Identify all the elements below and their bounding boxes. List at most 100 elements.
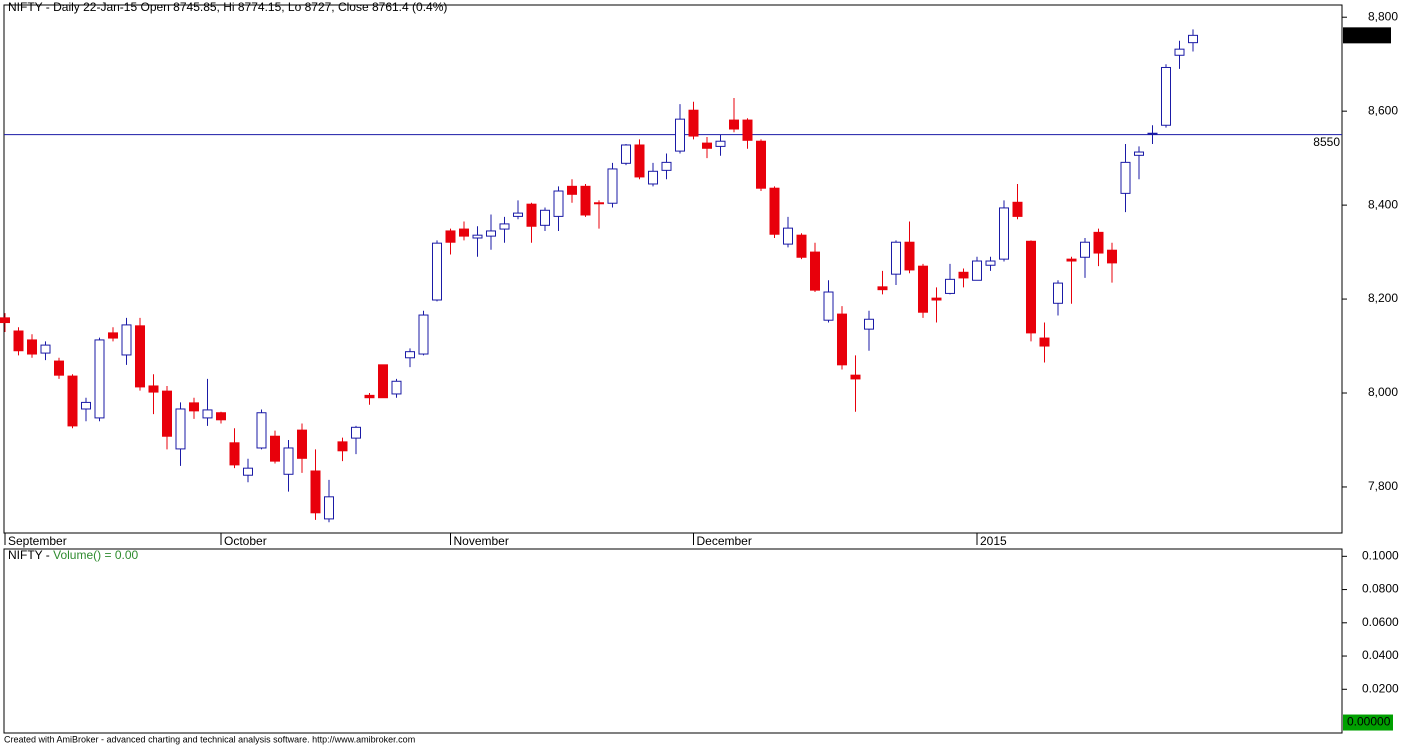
candle-body: [1161, 66, 1171, 126]
candle-body: [796, 234, 807, 258]
candle-body: [634, 144, 645, 178]
y-tick-label: 8,600: [1368, 103, 1398, 117]
candle-body: [742, 119, 753, 141]
candle-body: [972, 260, 982, 281]
x-tick-label: November: [454, 534, 509, 548]
candle-body: [1188, 34, 1198, 44]
candle-body: [1039, 337, 1050, 347]
candle-body: [918, 265, 928, 313]
candle-body: [499, 223, 510, 230]
candle-body: [94, 339, 105, 419]
candle-body: [297, 429, 307, 459]
candle-body: [648, 170, 658, 185]
y-tick-label: 0.0600: [1362, 615, 1399, 629]
candle-body: [675, 118, 685, 152]
candle-body: [553, 190, 564, 217]
candle-body: [121, 324, 132, 356]
candle-body: [594, 202, 604, 205]
candle-body: [67, 375, 78, 427]
candle-body: [1093, 231, 1104, 254]
candle-body: [216, 412, 226, 421]
candle-body: [985, 260, 996, 266]
chart-title: NIFTY - Daily 22-Jan-15 Open 8745.85, Hi…: [8, 0, 447, 14]
candle-body: [270, 435, 280, 462]
candle-body: [715, 140, 726, 147]
candle-body: [1026, 240, 1036, 334]
candle-body: [324, 496, 334, 520]
candle-body: [999, 207, 1009, 260]
last-value-label: 0.00000: [1347, 715, 1391, 729]
candle-body: [1134, 151, 1144, 156]
candle-body: [540, 209, 550, 226]
candle-body: [40, 344, 51, 354]
x-tick-label: December: [697, 534, 752, 548]
candle-body: [162, 390, 172, 437]
candle-body: [1107, 249, 1117, 264]
price-pane: [3, 4, 1343, 534]
candle-body: [810, 251, 820, 291]
candle-body: [621, 144, 631, 164]
horizontal-line-label: 8550: [1313, 135, 1340, 149]
candle-body: [567, 185, 577, 195]
candle-body: [1053, 282, 1063, 304]
candle-body: [823, 291, 834, 321]
candle-body: [283, 447, 294, 475]
candle-body: [756, 140, 766, 189]
candle-body: [378, 364, 388, 399]
candle-body: [81, 401, 91, 410]
candle-body: [1174, 48, 1185, 56]
candle-body: [108, 332, 118, 339]
candle-body: [864, 318, 874, 330]
y-tick-label: 0.0400: [1362, 648, 1399, 662]
last-value-box: [1343, 27, 1391, 44]
candle-body: [783, 227, 793, 245]
candle-body: [27, 339, 37, 355]
candle-body: [891, 241, 901, 275]
candle-body: [459, 228, 469, 237]
pane-title-prefix: NIFTY -: [8, 548, 53, 562]
candle-body: [256, 412, 267, 449]
candle-body: [607, 168, 618, 204]
y-tick-label: 0.0200: [1362, 681, 1399, 695]
candle-body: [351, 426, 361, 439]
candle-body: [337, 441, 348, 452]
candle-body: [229, 442, 240, 466]
candle-body: [769, 187, 780, 235]
candle-body: [418, 314, 429, 355]
candle-body: [958, 271, 969, 279]
candle-body: [850, 374, 861, 380]
candle-body: [580, 185, 591, 216]
candle-body: [1120, 161, 1131, 194]
candle-body: [513, 212, 523, 217]
candle-body: [702, 142, 712, 149]
candle-body: [688, 109, 699, 137]
last-value-box: [1343, 714, 1393, 731]
x-tick-label: 2015: [980, 534, 1007, 548]
candle-body: [472, 234, 483, 239]
footer: Created with AmiBroker - advanced charti…: [4, 734, 415, 744]
x-tick-label: October: [224, 534, 267, 548]
y-tick-label: 8,000: [1368, 385, 1398, 399]
candle-body: [135, 325, 145, 388]
candle-body: [445, 230, 456, 243]
last-value-label: 8,761.4: [1346, 28, 1386, 42]
candle-body: [931, 297, 942, 301]
candle-body: [189, 402, 199, 412]
candle-body: [405, 351, 415, 359]
candle-body: [243, 467, 253, 476]
candle-body: [432, 242, 442, 301]
candle-body: [148, 385, 159, 393]
candle-body: [729, 119, 739, 130]
candle-body: [877, 286, 888, 291]
candle-body: [310, 470, 321, 514]
candle-body: [1012, 201, 1023, 217]
x-tick-label: September: [8, 534, 67, 548]
candle-body: [904, 241, 915, 271]
candle-body: [837, 313, 847, 366]
candle-body: [526, 203, 537, 227]
candle-body: [486, 230, 496, 237]
y-tick-label: 0.1000: [1362, 548, 1399, 562]
candle-body: [945, 278, 955, 294]
candle-body: [175, 408, 186, 450]
